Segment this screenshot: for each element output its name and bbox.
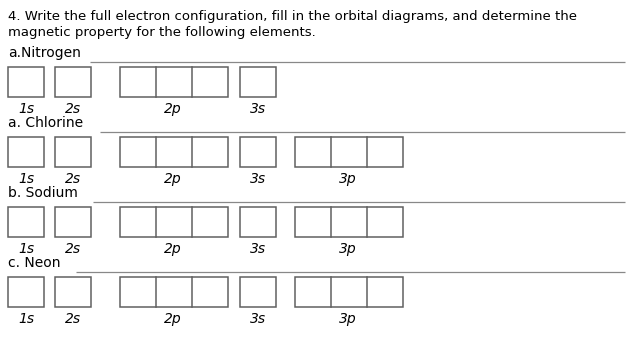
Text: 1s: 1s: [18, 242, 34, 256]
Text: c. Neon: c. Neon: [8, 256, 60, 270]
Bar: [120, 277, 228, 307]
Text: a. Chlorine: a. Chlorine: [8, 116, 83, 130]
Text: a.Nitrogen: a.Nitrogen: [8, 46, 81, 60]
Bar: [55, 137, 91, 167]
Text: 4. Write the full electron configuration, fill in the orbital diagrams, and dete: 4. Write the full electron configuration…: [8, 10, 577, 23]
Text: 2s: 2s: [65, 312, 81, 326]
Bar: [295, 277, 403, 307]
Text: 3p: 3p: [339, 312, 357, 326]
Text: 3s: 3s: [250, 102, 266, 116]
Bar: [55, 67, 91, 97]
Bar: [240, 67, 276, 97]
Text: 3s: 3s: [250, 312, 266, 326]
Bar: [120, 67, 228, 97]
Bar: [120, 137, 228, 167]
Bar: [120, 207, 228, 237]
Text: 2p: 2p: [164, 312, 182, 326]
Text: b. Sodium: b. Sodium: [8, 186, 78, 200]
Text: 3p: 3p: [339, 172, 357, 186]
Text: 2p: 2p: [164, 242, 182, 256]
Bar: [8, 277, 44, 307]
Bar: [295, 207, 403, 237]
Text: 3s: 3s: [250, 172, 266, 186]
Text: 2p: 2p: [164, 172, 182, 186]
Bar: [295, 137, 403, 167]
Bar: [240, 207, 276, 237]
Bar: [240, 137, 276, 167]
Text: 2s: 2s: [65, 242, 81, 256]
Text: 2p: 2p: [164, 102, 182, 116]
Text: 3p: 3p: [339, 242, 357, 256]
Text: 2s: 2s: [65, 172, 81, 186]
Bar: [8, 137, 44, 167]
Text: 1s: 1s: [18, 312, 34, 326]
Text: 2s: 2s: [65, 102, 81, 116]
Bar: [55, 207, 91, 237]
Bar: [240, 277, 276, 307]
Bar: [8, 67, 44, 97]
Bar: [8, 207, 44, 237]
Bar: [55, 277, 91, 307]
Text: 3s: 3s: [250, 242, 266, 256]
Text: 1s: 1s: [18, 102, 34, 116]
Text: magnetic property for the following elements.: magnetic property for the following elem…: [8, 26, 316, 39]
Text: 1s: 1s: [18, 172, 34, 186]
